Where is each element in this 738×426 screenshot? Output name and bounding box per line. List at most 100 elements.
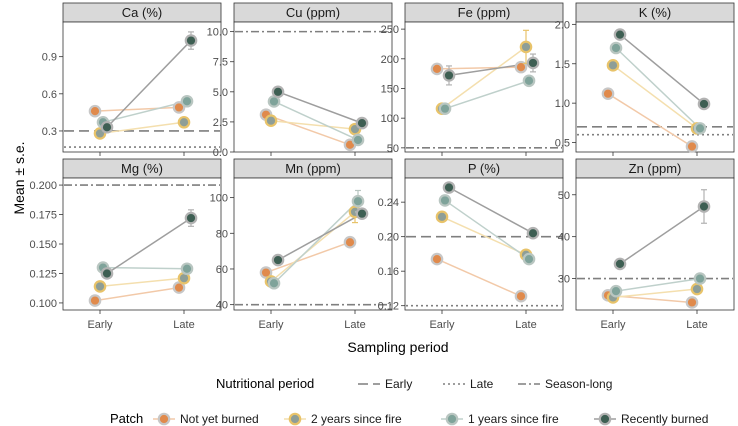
data-point-y2-late <box>177 115 191 129</box>
legend-patch: Patch Not yet burned 2 years since fire 1 y… <box>110 411 708 426</box>
series-line-y2 <box>612 288 698 299</box>
series-line-y2 <box>612 64 698 129</box>
data-point-rb-early <box>613 28 627 41</box>
panel-title: Mg (%) <box>121 161 163 176</box>
data-point-y1-early <box>438 194 452 207</box>
series-line-y2 <box>270 211 356 283</box>
data-point-nyb-early <box>430 62 444 76</box>
data-point-y2-early <box>93 280 107 293</box>
data-point-y1-early <box>609 284 623 298</box>
panel-ca: Ca (%) 0.3 0.6 0.9 <box>42 2 222 156</box>
series-line-y2 <box>441 46 527 110</box>
data-point-nyb-early <box>88 104 102 118</box>
legend-key-point <box>288 412 302 426</box>
x-tick-label: Late <box>344 319 365 331</box>
legend-key-point <box>157 412 171 426</box>
legend-label: Recently burned <box>621 412 708 426</box>
data-point-nyb-late <box>172 281 186 294</box>
data-point-nyb-late <box>514 289 528 303</box>
panel-mn-ppm: Mn (ppm) 40 60 80 100 Early Late <box>210 158 393 331</box>
data-point-y1-late <box>180 262 194 276</box>
legend-key-point <box>598 412 612 426</box>
series-line-y1 <box>102 100 188 124</box>
data-point-y1-late <box>180 94 194 108</box>
panel-cu-ppm: Cu (ppm) 0.0 2.5 5.0 7.5 10.0 <box>207 2 393 159</box>
panel-title: Zn (ppm) <box>629 161 682 176</box>
data-point-rb-early <box>442 181 456 194</box>
y-tick-label: 0.200 <box>29 180 57 192</box>
data-point-y2-late <box>519 40 533 54</box>
series-line-y1 <box>273 100 359 141</box>
series-line-y1 <box>615 47 701 129</box>
legend-label: Late <box>470 377 494 391</box>
series-line-y2 <box>99 277 185 288</box>
legend-patch-title: Patch <box>110 411 143 426</box>
data-point-rb-late <box>355 207 369 220</box>
data-point-nyb-early <box>430 252 444 266</box>
panel-title: Cu (ppm) <box>286 5 340 20</box>
y-tick-label: 0.125 <box>29 268 57 280</box>
data-point-y2-early <box>606 59 620 72</box>
panel-mg: Mg (%) 0.100 0.125 0.150 0.175 0.200 Early Late <box>29 158 222 331</box>
x-tick-label: Early <box>258 319 284 331</box>
series-line-nyb <box>94 106 180 112</box>
data-point-rb-late <box>184 211 198 225</box>
y-tick-label: 250 <box>381 24 399 36</box>
legend-label: Not yet burned <box>180 412 259 426</box>
x-tick-label: Late <box>686 319 707 331</box>
y-tick-label: 1.0 <box>555 98 570 110</box>
data-point-y1-late <box>522 252 536 266</box>
legend-label: Early <box>385 377 412 391</box>
data-point-rb-early <box>271 253 285 267</box>
panel-plot-area <box>233 177 393 311</box>
x-axis-title: Sampling period <box>347 339 448 355</box>
panel-plot-area <box>233 21 393 153</box>
data-point-rb-early <box>100 267 114 280</box>
x-tick-label: Early <box>429 319 455 331</box>
legend-item-y1: 1 years since fire <box>441 412 559 426</box>
series-line-y2 <box>441 216 527 256</box>
data-point-y1-late <box>351 194 365 208</box>
data-point-rb-late <box>526 226 540 240</box>
y-tick-label: 10.0 <box>207 27 228 39</box>
panel-title: Ca (%) <box>122 5 162 20</box>
panel-plot-area <box>575 21 735 153</box>
series-line-nyb <box>607 93 693 148</box>
data-point-nyb-early <box>88 294 102 307</box>
y-tick-label: 0.6 <box>42 89 57 101</box>
legend-item-nyb: Not yet burned <box>153 412 259 426</box>
legend-key-point <box>445 412 459 426</box>
y-tick-label: 0.24 <box>378 197 399 209</box>
legend-label: Season-long <box>545 377 612 391</box>
panel-title: Fe (ppm) <box>458 5 511 20</box>
y-tick-label: 0.12 <box>378 301 399 313</box>
data-point-rb-early <box>613 257 627 271</box>
panel-plot-area <box>575 177 735 311</box>
data-point-y1-late <box>693 272 707 285</box>
y-tick-label: 0.0 <box>213 147 228 159</box>
data-point-y1-late <box>351 133 365 147</box>
series-line-y1 <box>444 199 530 260</box>
series-line-nyb <box>94 286 180 302</box>
panel-k: K (%) 0.5 1.0 1.5 2.0 <box>555 2 735 156</box>
y-tick-label: 0.3 <box>42 126 57 138</box>
y-tick-label: 0.16 <box>378 266 399 278</box>
legend-label: 2 years since fire <box>311 412 402 426</box>
legend-nutritional-period: Nutritional period Early Late Season-long <box>216 376 612 391</box>
y-tick-label: 0.175 <box>29 210 57 222</box>
y-tick-label: 2.5 <box>213 117 228 129</box>
series-line-rb <box>106 40 192 128</box>
series-line-rb <box>619 205 705 265</box>
y-tick-label: 50 <box>558 190 570 202</box>
legend-label: 1 years since fire <box>468 412 559 426</box>
legend-item-y2: 2 years since fire <box>284 412 402 426</box>
y-tick-label: 200 <box>381 54 399 66</box>
panel-plot-area <box>404 177 564 311</box>
data-point-rb-early <box>100 120 114 134</box>
data-point-y1-early <box>438 102 452 115</box>
data-point-y1-early <box>267 276 281 290</box>
series-line-y1 <box>444 80 530 110</box>
y-tick-label: 0.150 <box>29 239 57 251</box>
data-point-nyb-late <box>685 140 699 153</box>
